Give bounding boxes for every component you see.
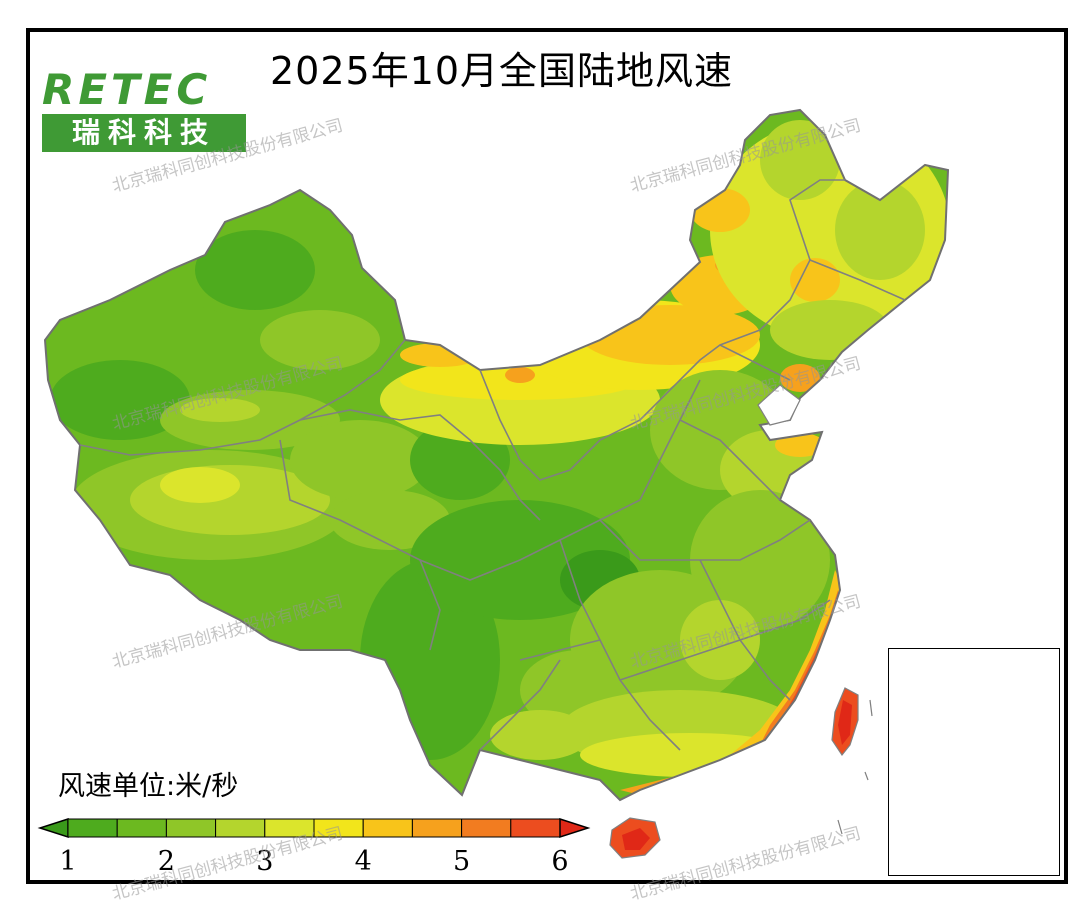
legend-tick-label: 1	[59, 846, 77, 877]
legend-tick-label: 6	[551, 846, 569, 877]
legend-color-bin	[461, 818, 512, 838]
logo-text-en: RETEC	[42, 65, 212, 114]
legend-tick-label: 4	[354, 846, 372, 877]
logo-text-cn: 瑞科科技	[42, 114, 246, 152]
legend-tick-label: 5	[453, 846, 471, 877]
legend-color-bin	[67, 818, 118, 838]
legend-under-arrow	[37, 817, 69, 839]
legend-color-bin	[165, 818, 217, 838]
legend-colorbar	[37, 817, 591, 839]
legend-color-bin	[362, 818, 413, 838]
legend-tick-label: 3	[256, 846, 274, 877]
legend-color-bin	[510, 818, 561, 838]
legend-color-bin	[116, 818, 167, 838]
map-title: 2025年10月全国陆地风速	[270, 49, 734, 93]
south-china-sea-inset	[888, 648, 1060, 876]
legend-unit-label: 风速单位:米/秒	[58, 771, 239, 802]
legend-color-bin	[264, 818, 315, 838]
south-sea-islands	[837, 699, 873, 835]
province-boundaries	[43, 108, 950, 802]
legend-color-bin	[411, 818, 463, 838]
retec-logo: RETEC 瑞科科技	[42, 68, 246, 152]
legend-color-bin	[313, 818, 364, 838]
legend-color-bin	[215, 818, 266, 838]
legend-over-arrow	[559, 817, 591, 839]
legend-tick-label: 2	[157, 846, 175, 877]
